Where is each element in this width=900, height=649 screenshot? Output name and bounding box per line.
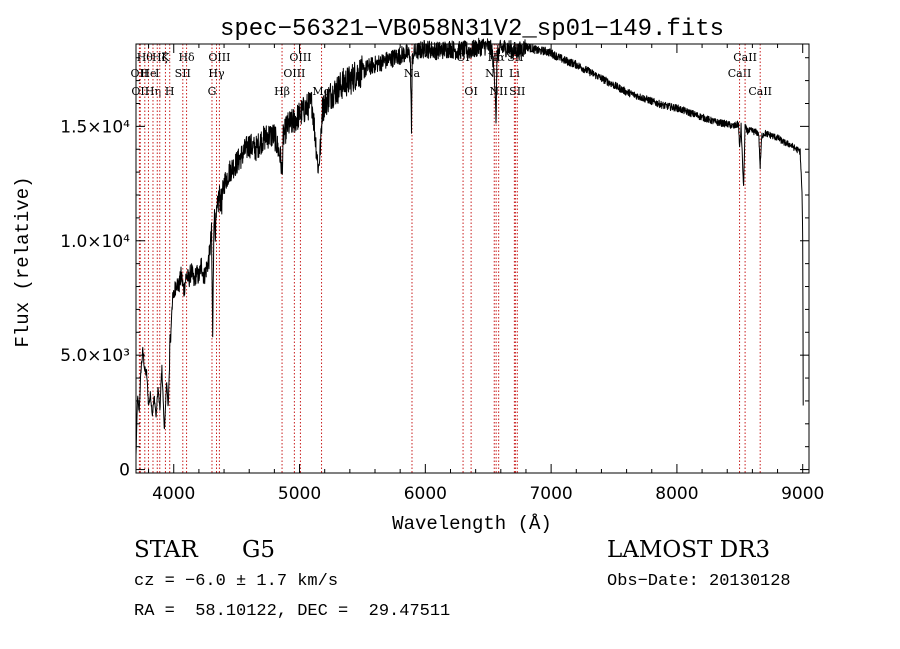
line-label-7: K — [161, 51, 170, 64]
line-label-11: G — [208, 85, 217, 98]
line-label-15: OIII — [283, 67, 305, 80]
chart-title: spec−56321−VB058N31V2_sp01−149.fits — [220, 16, 724, 43]
line-label-28: CaII — [733, 51, 757, 64]
y-tick-label-3: 1.5×10⁴ — [60, 117, 130, 137]
line-label-24: Li — [509, 67, 520, 80]
y-axis-label: Flux (relative) — [12, 176, 34, 347]
line-label-5: I — [155, 67, 159, 80]
x-tick-label-2: 6000 — [404, 484, 447, 504]
y-tick-label-0: 0 — [119, 461, 130, 481]
line-label-8: H — [165, 85, 175, 98]
x-axis-label: Wavelength (Å) — [392, 513, 552, 535]
spectral-subclass: G5 — [242, 537, 276, 563]
object-type: STAR — [134, 537, 198, 563]
line-label-2: Hθ — [137, 51, 154, 64]
line-label-27: CaII — [728, 67, 752, 80]
spectrum-series — [135, 37, 804, 456]
line-label-23: NII — [490, 85, 508, 98]
sky-coordinates: RA = 58.10122, DEC = 29.47511 — [134, 602, 451, 621]
y-tick-label-2: 1.0×10⁴ — [60, 232, 130, 252]
x-tick-label-1: 5000 — [278, 484, 321, 504]
survey-name: LAMOST DR3 — [607, 537, 771, 563]
redshift-value: cz = −6.0 ± 1.7 km/s — [134, 572, 339, 591]
x-tick-label-0: 4000 — [152, 484, 195, 504]
line-label-4: Hη — [145, 85, 161, 98]
x-tick-label-3: 7000 — [529, 484, 572, 504]
line-label-16: OIII — [289, 51, 311, 64]
line-label-13: OIII — [208, 51, 230, 64]
observation-date: Obs−Date: 20130128 — [607, 572, 791, 591]
x-tick-label-5: 9000 — [781, 484, 824, 504]
line-label-0: OII — [131, 67, 149, 80]
line-label-29: CaII — [748, 85, 772, 98]
line-label-3: He — [140, 67, 156, 80]
plot-frame — [135, 43, 810, 474]
line-label-26: SII — [509, 85, 525, 98]
line-label-14: Hβ — [274, 85, 290, 98]
line-label-10: Hδ — [178, 51, 195, 64]
spectrum-line — [135, 37, 804, 456]
line-label-20: OI — [464, 85, 477, 98]
y-tick-label-1: 5.0×10³ — [60, 346, 130, 366]
line-label-12: Hγ — [208, 67, 225, 80]
axis-ticks: 4000 5000 6000 7000 8000 9000 0 5.0×10³ 1.0×10⁴ 1… — [60, 44, 824, 504]
x-tick-label-4: 8000 — [655, 484, 698, 504]
line-label-9: SII — [175, 67, 191, 80]
line-label-6: Hζ — [152, 51, 168, 64]
